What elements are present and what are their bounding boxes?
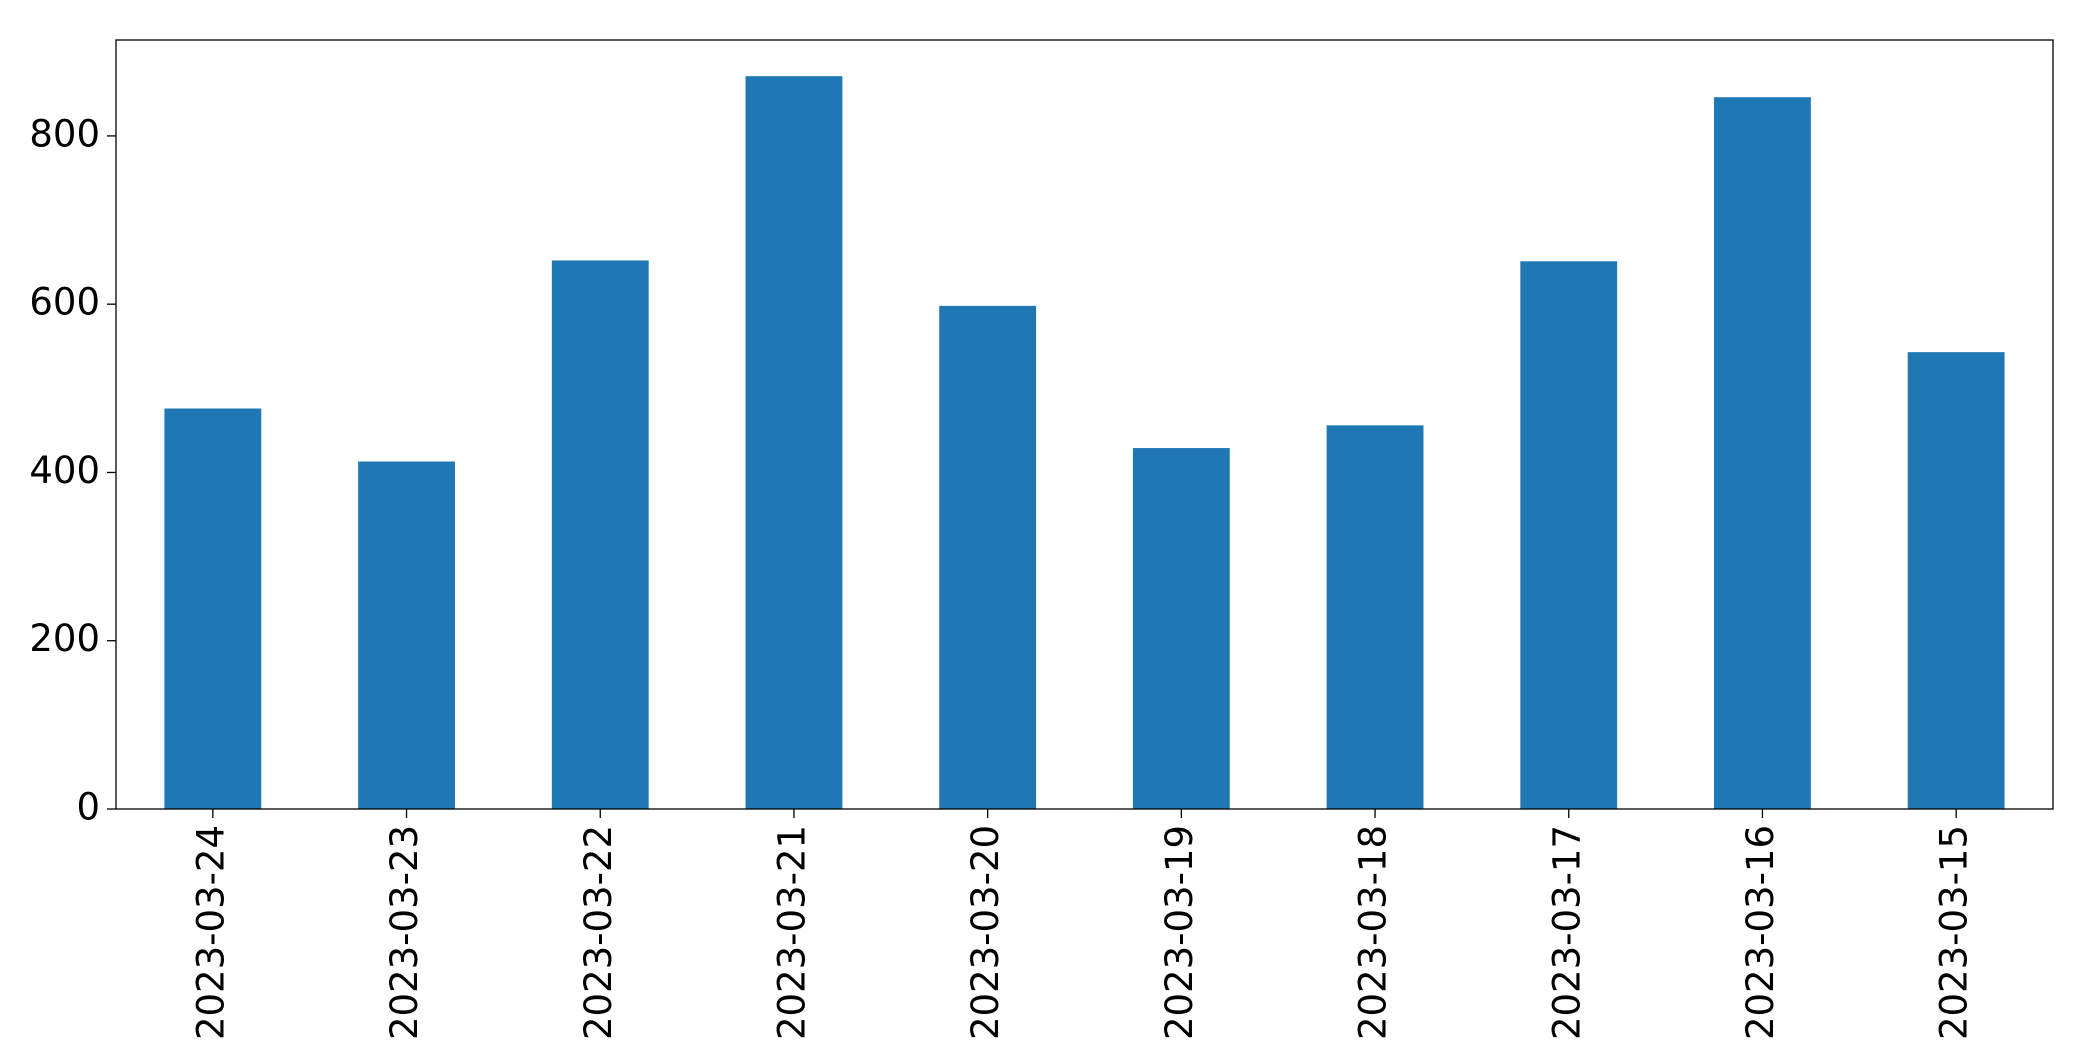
bar — [745, 76, 843, 809]
x-tick-label: 2023-03-21 — [770, 825, 813, 1040]
y-tick-label: 0 — [76, 786, 100, 829]
bar — [1714, 97, 1811, 809]
x-tick-label: 2023-03-15 — [1933, 825, 1976, 1040]
y-tick-label: 800 — [29, 112, 100, 155]
y-tick-label: 600 — [29, 281, 100, 324]
bar — [1520, 261, 1618, 809]
x-tick-label: 2023-03-23 — [383, 825, 426, 1040]
bar — [164, 408, 262, 809]
x-tick-label: 2023-03-18 — [1352, 825, 1395, 1040]
plot-frame — [115, 39, 2054, 810]
x-tick-label: 2023-03-20 — [964, 825, 1007, 1040]
bar — [1326, 425, 1424, 809]
bar — [1907, 352, 2005, 809]
y-tick-label: 400 — [29, 449, 100, 492]
x-tick-label: 2023-03-16 — [1739, 825, 1782, 1040]
bar — [551, 260, 649, 810]
bar — [1132, 448, 1230, 809]
x-tick-label: 2023-03-19 — [1158, 825, 1201, 1040]
bar — [358, 461, 455, 809]
x-tick-label: 2023-03-24 — [189, 825, 232, 1040]
bar — [939, 305, 1037, 809]
x-tick-label: 2023-03-22 — [577, 825, 620, 1040]
x-tick-label: 2023-03-17 — [1545, 825, 1588, 1040]
y-tick-label: 200 — [29, 617, 100, 660]
